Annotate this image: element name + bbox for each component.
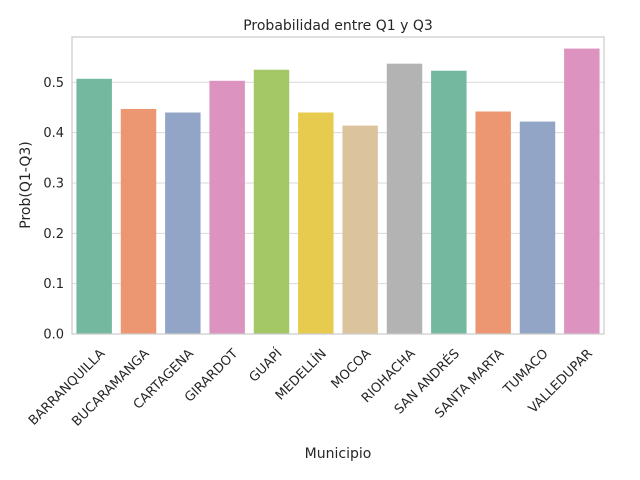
bar (342, 125, 378, 334)
bar (298, 112, 334, 334)
bar (120, 108, 157, 335)
bar (165, 112, 201, 334)
y-tick-label: 0.5 (43, 76, 64, 91)
y-tick-label: 0.1 (43, 277, 64, 292)
y-tick-label: 0.2 (43, 227, 64, 242)
bar (519, 121, 556, 334)
plot-frame (71, 36, 605, 335)
bar (386, 63, 423, 335)
x-axis-label: Municipio (305, 446, 372, 462)
bar (253, 69, 290, 334)
x-tick-label: MOCOA (329, 346, 375, 392)
chart-title: Probabilidad entre Q1 y Q3 (243, 18, 433, 34)
y-axis-label: Prob(Q1-Q3) (18, 141, 34, 228)
y-tick-label: 0.4 (43, 126, 64, 141)
bar (76, 78, 112, 334)
bar (431, 70, 467, 335)
x-axis-ticks: BARRANQUILLABUCARAMANGACARTAGENAGIRARDOT… (26, 346, 596, 430)
x-tick-label: BARRANQUILLA (26, 346, 108, 428)
bar (475, 111, 511, 334)
y-tick-label: 0.0 (43, 328, 64, 343)
x-tick-label: BUCARAMANGA (69, 346, 152, 429)
y-tick-label: 0.3 (43, 176, 64, 191)
bar (209, 80, 245, 334)
bars (76, 48, 600, 335)
x-tick-label: GUAPÍ (246, 346, 286, 386)
bar (564, 48, 600, 334)
y-axis-ticks: 0.0 0.1 0.2 0.3 0.4 0.5 (43, 76, 64, 343)
